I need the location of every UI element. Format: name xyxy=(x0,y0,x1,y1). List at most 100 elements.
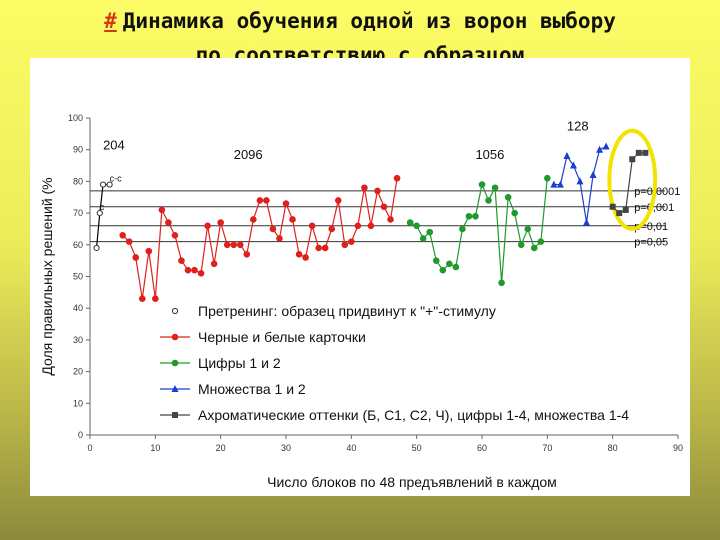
data-point xyxy=(256,197,264,204)
annotations-group: 204 2096 1056 128 с-с с xyxy=(100,119,589,212)
data-point xyxy=(642,149,649,156)
y-tick-label: 30 xyxy=(73,335,83,345)
y-axis-label: Доля правильных решений (% xyxy=(39,177,55,375)
legend-item: Претренинг: образец придвинут к "+"-стим… xyxy=(171,303,496,319)
data-point xyxy=(223,241,231,249)
y-tick-label: 0 xyxy=(78,430,83,440)
data-point xyxy=(269,225,277,233)
data-point xyxy=(374,187,381,195)
data-point xyxy=(563,152,571,160)
data-point xyxy=(635,149,642,156)
data-point xyxy=(537,238,545,245)
axes: 0 10 20 30 40 50 60 70 80 90 100 0 10 20 30 40 50 60 70 80 9… xyxy=(39,113,683,490)
annotation-label: 1056 xyxy=(475,147,504,162)
data-point xyxy=(432,257,440,264)
data-point xyxy=(99,181,107,188)
learning-dynamics-chart: 0 10 20 30 40 50 60 70 80 90 100 0 10 20 30 40 50 60 70 80 9… xyxy=(39,113,683,490)
data-point xyxy=(321,244,329,252)
annotation-label: с-с xyxy=(110,173,122,183)
data-point xyxy=(334,197,342,204)
data-point xyxy=(478,181,486,188)
title-hash: # xyxy=(104,9,117,33)
x-axis-label: Число блоков по 48 предъявлений в каждом xyxy=(267,474,557,490)
data-point xyxy=(629,156,636,163)
legend-marker xyxy=(171,385,179,392)
data-point xyxy=(138,295,146,302)
data-point xyxy=(465,212,473,220)
y-tick-label: 70 xyxy=(73,208,83,218)
series-4 xyxy=(550,142,610,226)
annotation-label: 128 xyxy=(567,119,589,134)
data-point xyxy=(616,210,623,217)
y-tick-label: 50 xyxy=(73,272,83,282)
annotation-label: 204 xyxy=(103,138,125,153)
data-point xyxy=(393,174,401,182)
data-point xyxy=(145,247,153,255)
data-point xyxy=(295,251,303,258)
data-point xyxy=(609,203,616,210)
data-point xyxy=(348,238,355,245)
data-point xyxy=(485,197,492,204)
data-point xyxy=(152,295,159,302)
y-tick-label: 20 xyxy=(73,367,83,377)
data-point xyxy=(93,244,100,252)
y-tick-label: 100 xyxy=(68,113,83,123)
data-point xyxy=(361,184,368,192)
data-point xyxy=(459,225,466,233)
legend-item: Черные и белые карточки xyxy=(160,329,366,345)
data-point xyxy=(544,174,551,182)
legend-item: Ахроматические оттенки (Б, С1, С2, Ч), ц… xyxy=(160,407,629,423)
series-3 xyxy=(406,174,551,287)
data-point xyxy=(550,180,558,188)
data-point xyxy=(387,216,394,223)
annotation-label: с xyxy=(100,202,105,212)
data-point xyxy=(354,222,362,230)
data-point xyxy=(530,244,538,252)
data-point xyxy=(191,266,198,274)
data-point xyxy=(106,181,113,188)
data-point xyxy=(446,260,453,268)
legend-item: Цифры 1 и 2 xyxy=(160,355,281,371)
data-point xyxy=(367,222,375,230)
data-point xyxy=(491,184,499,192)
data-point xyxy=(217,219,224,226)
data-point xyxy=(439,266,447,274)
x-tick-label: 60 xyxy=(477,443,487,453)
x-tick-label: 50 xyxy=(412,443,422,453)
legend-label: Цифры 1 и 2 xyxy=(198,355,281,371)
data-point xyxy=(341,241,349,249)
legend-marker xyxy=(171,333,179,341)
data-point xyxy=(132,254,140,261)
data-point xyxy=(243,251,251,258)
data-point xyxy=(504,193,512,201)
significance-label: p=0,001 xyxy=(634,202,674,214)
data-point xyxy=(308,222,316,230)
annotation-label: 2096 xyxy=(234,147,263,162)
data-point xyxy=(406,219,414,226)
data-point xyxy=(576,177,584,185)
title-line-1: Динамика обучения одной из ворон выбору xyxy=(122,9,616,33)
x-tick-label: 30 xyxy=(281,443,291,453)
data-point xyxy=(452,263,460,271)
series-1 xyxy=(93,181,113,252)
data-point xyxy=(236,241,244,249)
data-point xyxy=(184,266,192,274)
data-point xyxy=(230,241,238,249)
data-point xyxy=(524,225,532,233)
data-point xyxy=(302,254,309,261)
data-point xyxy=(282,200,290,207)
data-point xyxy=(96,210,103,217)
legend-label: Ахроматические оттенки (Б, С1, С2, Ч), ц… xyxy=(198,407,629,423)
data-point xyxy=(569,161,577,169)
data-point xyxy=(158,206,166,214)
data-point xyxy=(419,235,427,242)
data-point xyxy=(498,279,505,287)
data-point xyxy=(315,244,322,252)
legend-item: Множества 1 и 2 xyxy=(160,381,306,397)
series-line xyxy=(95,183,110,249)
data-point xyxy=(589,171,597,179)
y-tick-label: 60 xyxy=(73,240,83,250)
highlight-ellipse xyxy=(607,128,658,231)
data-point xyxy=(328,225,336,233)
